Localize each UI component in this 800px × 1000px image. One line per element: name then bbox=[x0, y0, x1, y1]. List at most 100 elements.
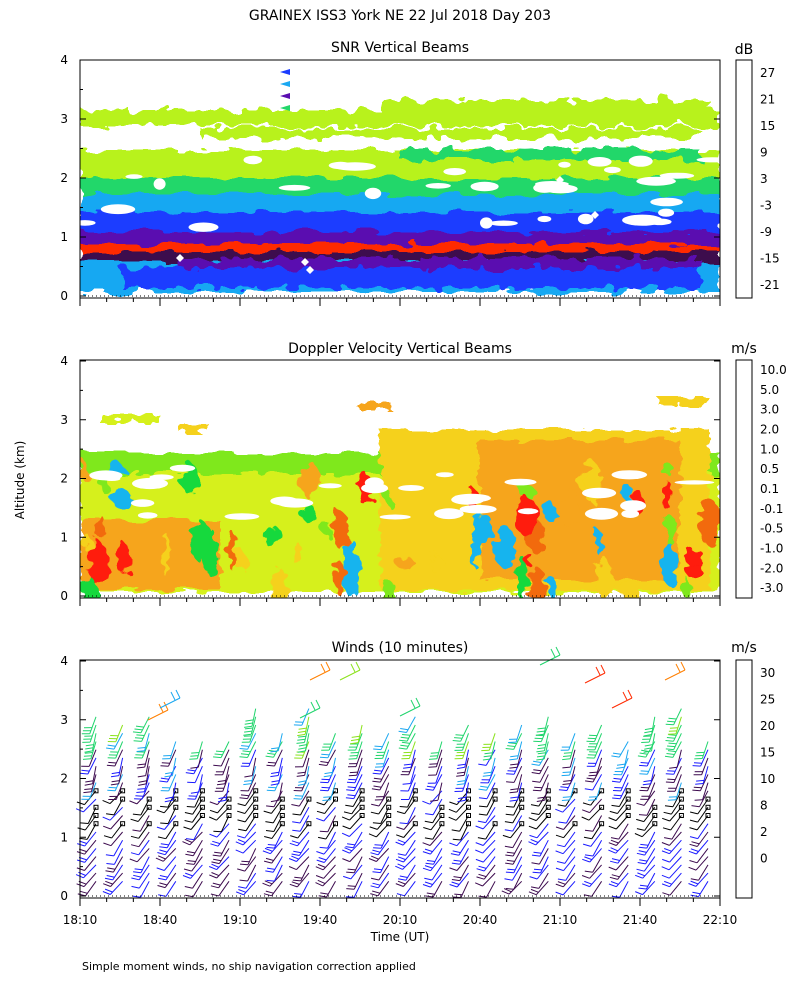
barb-flag bbox=[291, 855, 299, 860]
wind-barb bbox=[270, 757, 283, 778]
y-tick-label: 0 bbox=[60, 289, 68, 303]
wind-barb bbox=[582, 872, 602, 888]
wind-barb bbox=[214, 774, 230, 792]
wind-barb bbox=[610, 823, 629, 840]
barb-shaft bbox=[643, 790, 656, 806]
doppler-cell bbox=[429, 554, 444, 574]
panel2-title: Doppler Velocity Vertical Beams bbox=[288, 341, 512, 357]
barb-flag bbox=[635, 874, 643, 879]
barb-flag bbox=[528, 841, 537, 846]
barb-flag bbox=[425, 862, 434, 865]
barb-flag bbox=[133, 874, 142, 878]
barb-flag bbox=[501, 890, 510, 895]
barb-shaft bbox=[407, 807, 416, 824]
wind-barb bbox=[531, 796, 551, 815]
wind-barb bbox=[350, 724, 363, 745]
wind-barb bbox=[134, 741, 150, 759]
wind-barb bbox=[504, 831, 523, 849]
barb-flag bbox=[133, 740, 142, 742]
barb-shaft bbox=[672, 790, 682, 807]
barb-shaft bbox=[508, 880, 523, 895]
wind-barb bbox=[159, 765, 177, 783]
barb-flag bbox=[428, 758, 437, 760]
barb-flag bbox=[668, 734, 677, 736]
wind-barb bbox=[238, 872, 257, 889]
x-tick-label: 18:40 bbox=[143, 913, 178, 927]
y-tick-label: 3 bbox=[60, 713, 68, 727]
barb-flag bbox=[298, 747, 307, 750]
wind-barb bbox=[504, 804, 525, 824]
barb-flag bbox=[82, 758, 91, 760]
barb-shaft bbox=[488, 733, 496, 751]
doppler-cell bbox=[299, 460, 320, 499]
cbar3-unit: m/s bbox=[731, 640, 757, 656]
barb-flag bbox=[402, 734, 411, 736]
wind-barb bbox=[263, 796, 285, 814]
wind-barb bbox=[395, 848, 416, 863]
barb-flag bbox=[79, 837, 88, 840]
barb-flag bbox=[160, 765, 169, 767]
barb-shaft bbox=[164, 815, 177, 830]
barb-flag bbox=[209, 801, 218, 806]
barb-shaft bbox=[512, 815, 523, 832]
barb-shaft bbox=[86, 823, 97, 840]
barb-flag bbox=[211, 872, 220, 877]
wind-barb bbox=[662, 880, 682, 896]
doppler-gap bbox=[132, 477, 168, 490]
snr-gap bbox=[628, 155, 653, 167]
wind-barb bbox=[370, 864, 390, 881]
barb-shaft bbox=[352, 790, 363, 807]
barb-flag bbox=[297, 733, 306, 737]
barb-flag bbox=[640, 762, 649, 764]
barb-flag bbox=[132, 813, 141, 816]
wind-barb bbox=[451, 813, 471, 832]
barb-shaft bbox=[194, 765, 203, 783]
wind-barb bbox=[241, 724, 257, 743]
doppler-cell bbox=[293, 541, 301, 565]
wind-barb bbox=[662, 848, 682, 863]
barb-flag bbox=[610, 881, 619, 885]
wind-barb bbox=[297, 716, 310, 737]
barb-shaft bbox=[592, 839, 603, 857]
barb-flag bbox=[661, 866, 670, 871]
wind-barb bbox=[237, 804, 259, 823]
barb-flag bbox=[368, 833, 377, 838]
wind-barb bbox=[689, 823, 709, 840]
barb-flag bbox=[131, 885, 140, 889]
wind-barb bbox=[424, 821, 445, 840]
barb-flag bbox=[185, 853, 194, 857]
barb-flag bbox=[244, 727, 253, 730]
barb-flag bbox=[661, 883, 670, 888]
calm-marker bbox=[599, 788, 605, 794]
wind-barb bbox=[693, 757, 709, 776]
barb-shaft bbox=[136, 848, 150, 863]
barb-flag bbox=[532, 780, 541, 783]
barb-flag bbox=[636, 852, 645, 856]
barb-flag bbox=[644, 730, 653, 734]
wind-barb bbox=[396, 796, 418, 815]
barb-flag bbox=[611, 804, 620, 807]
barb-flag bbox=[373, 777, 382, 780]
barb-flag bbox=[104, 888, 113, 893]
barb-flag bbox=[103, 883, 111, 887]
barb-flag bbox=[452, 740, 461, 742]
barb-shaft bbox=[296, 856, 310, 870]
barb-flag bbox=[562, 758, 571, 761]
barb-flag bbox=[343, 875, 351, 880]
wind-barb bbox=[345, 831, 363, 849]
colorbar-label: 9 bbox=[760, 146, 768, 160]
calm-marker bbox=[599, 821, 605, 827]
colorbar-label: 8 bbox=[760, 798, 768, 812]
colorbar-label: 25 bbox=[760, 693, 775, 707]
barb-flag bbox=[288, 866, 297, 871]
wind-barb bbox=[555, 815, 576, 830]
barb-shaft bbox=[642, 880, 656, 895]
barb-flag bbox=[237, 819, 246, 823]
barb-flag bbox=[667, 778, 676, 781]
calm-marker bbox=[253, 788, 259, 794]
wind-barb bbox=[374, 741, 390, 759]
wind-barb bbox=[373, 733, 390, 751]
barb-flag bbox=[297, 750, 306, 753]
wind-barb bbox=[478, 796, 498, 816]
